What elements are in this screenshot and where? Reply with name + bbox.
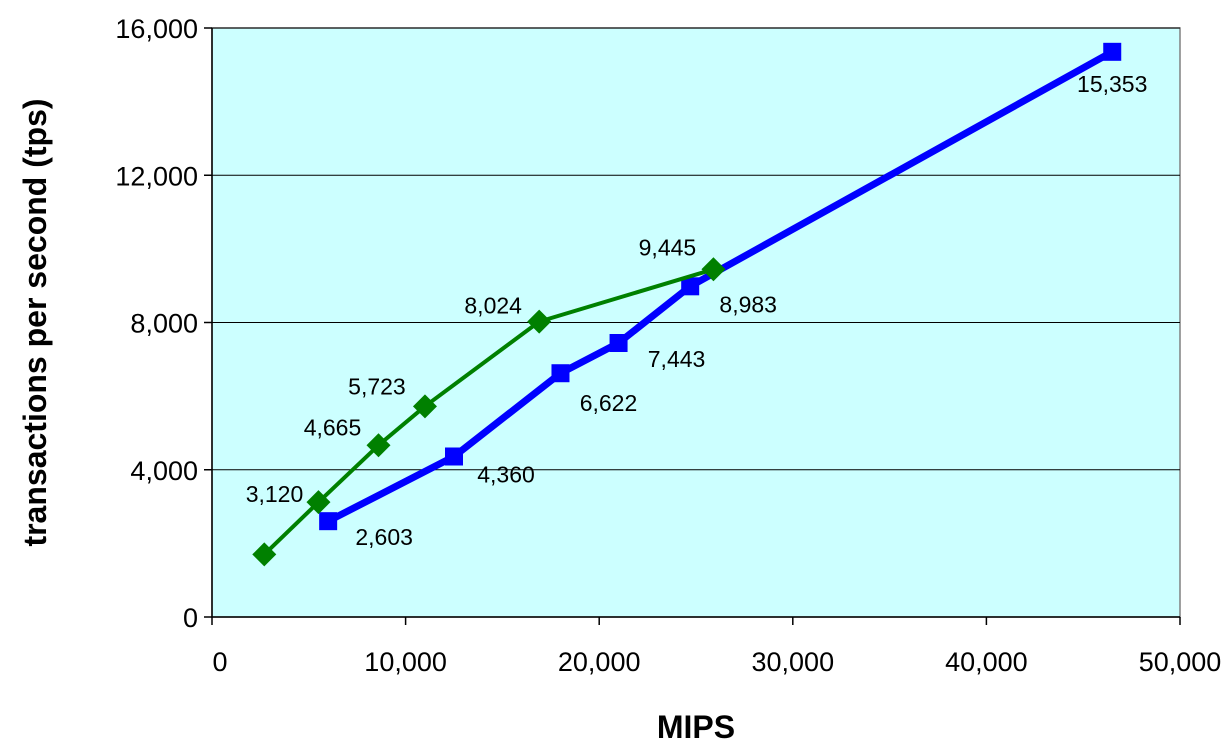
data-labels: 2,603 4,360 6,622 7,443 8,983 15,353 3,120 4,66… — [246, 71, 1148, 550]
x-axis-title: MIPS — [657, 709, 735, 745]
x-tick-label: 30,000 — [752, 647, 835, 677]
data-label: 8,024 — [464, 293, 522, 319]
data-point — [445, 447, 463, 466]
data-point — [551, 364, 570, 383]
x-tick-label: 50,000 — [1139, 647, 1222, 677]
y-tick-label: 4,000 — [130, 456, 198, 486]
y-tick-label: 16,000 — [115, 14, 198, 44]
data-point — [609, 334, 628, 353]
data-point — [1103, 42, 1122, 61]
data-label: 3,120 — [246, 481, 304, 507]
data-point — [319, 512, 338, 531]
tick-labels: 0 4,000 8,000 12,000 16,000 0 10,000 20,000 30,0… — [115, 14, 1221, 677]
y-axis-title: transactions per second (tps) — [17, 98, 53, 546]
series — [252, 42, 1122, 567]
data-label: 4,665 — [304, 414, 362, 440]
data-label: 9,445 — [639, 234, 697, 260]
y-tick-label: 12,000 — [115, 161, 198, 191]
series-line — [262, 267, 714, 556]
data-label: 2,603 — [355, 524, 413, 550]
series-2 — [252, 257, 726, 567]
data-point — [306, 490, 331, 515]
gridlines — [212, 27, 1180, 471]
data-label: 4,360 — [477, 461, 535, 487]
data-label: 5,723 — [348, 373, 406, 399]
axes — [204, 27, 1181, 625]
series-1 — [319, 42, 1122, 531]
data-point — [701, 257, 726, 282]
x-tick-label: 40,000 — [945, 647, 1028, 677]
y-tick-label: 0 — [183, 603, 198, 633]
data-label: 8,983 — [719, 291, 777, 317]
data-point — [681, 277, 700, 296]
x-tick-label: 10,000 — [364, 647, 447, 677]
data-point — [527, 309, 552, 334]
series-line — [326, 48, 1114, 525]
data-label: 7,443 — [648, 346, 706, 372]
data-label: 15,353 — [1077, 71, 1147, 97]
data-point — [252, 542, 277, 567]
x-tick-label: 0 — [212, 647, 227, 677]
y-tick-label: 8,000 — [130, 309, 198, 339]
data-point — [412, 394, 437, 419]
data-point — [366, 433, 391, 458]
x-tick-label: 20,000 — [558, 647, 641, 677]
data-label: 6,622 — [580, 390, 638, 416]
